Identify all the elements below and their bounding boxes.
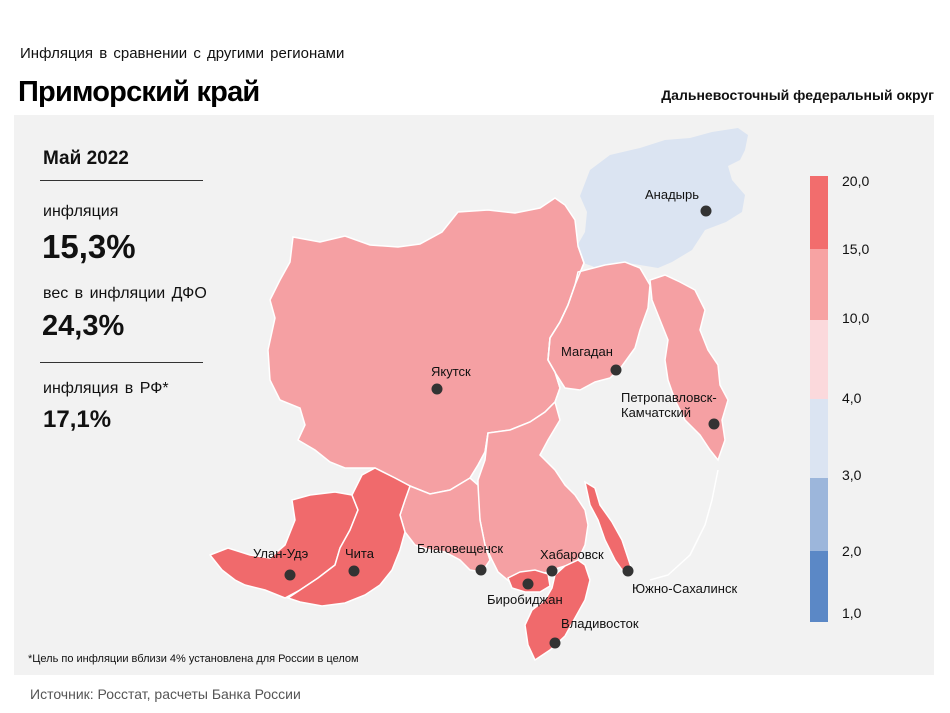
city-label-petropavlovsk-1: Петропавловск- <box>621 390 717 405</box>
legend-band-3-4 <box>810 399 828 478</box>
legend-tick-label: 4,0 <box>842 390 862 406</box>
city-label-ulan-ude: Улан-Удэ <box>253 546 309 561</box>
legend-band-15-20 <box>810 176 828 249</box>
city-label-petropavlovsk-2: Камчатский <box>621 405 691 420</box>
city-dot-yakutsk <box>431 383 443 395</box>
legend-band-10-15 <box>810 249 828 320</box>
legend-tick-label: 3,0 <box>842 467 862 483</box>
legend-tick-label: 15,0 <box>842 241 870 257</box>
city-dot-yuzhno <box>622 565 634 577</box>
city-label-yuzhno: Южно-Сахалинск <box>632 581 737 596</box>
legend-tick-label: 20,0 <box>842 173 870 189</box>
inflation-label: инфляция <box>43 203 119 220</box>
city-dot-chita <box>348 565 360 577</box>
city-dot-birobidzhan <box>522 578 534 590</box>
legend-tick-label: 10,0 <box>842 310 870 326</box>
region-chukotka <box>577 128 748 272</box>
footnote: *Цель по инфляции вблизи 4% установлена … <box>28 653 359 665</box>
region-title: Приморский край <box>18 76 260 108</box>
region-amur <box>399 477 491 573</box>
city-label-khabarovsk: Хабаровск <box>540 547 604 562</box>
region-zabaykalsky <box>286 467 411 607</box>
city-label-vladivostok: Владивосток <box>561 616 639 631</box>
city-dot-blagoveshchensk <box>475 564 487 576</box>
weight-value: 24,3% <box>42 310 125 342</box>
city-dot-petropavlovsk <box>708 418 720 430</box>
city-label-blagoveshchensk: Благовещенск <box>417 541 503 556</box>
chart-supertitle: Инфляция в сравнении с другими регионами <box>20 45 345 62</box>
city-dot-magadan <box>610 364 622 376</box>
city-dot-ulan-ude <box>284 569 296 581</box>
region-kamchatka <box>649 274 729 462</box>
district-label: Дальневосточный федеральный округ <box>661 87 934 103</box>
source-note: Источник: Росстат, расчеты Банка России <box>30 686 301 702</box>
rf-inflation-value: 17,1% <box>43 406 112 433</box>
city-label-birobidzhan: Биробиджан <box>487 592 563 607</box>
city-dot-khabarovsk <box>546 565 558 577</box>
legend-tick-label: 2,0 <box>842 543 862 559</box>
legend-band-1-2 <box>810 551 828 622</box>
legend-tick-label: 1,0 <box>842 605 862 621</box>
inflation-value: 15,3% <box>42 228 136 265</box>
kuril-islands <box>649 469 719 581</box>
city-label-chita: Чита <box>345 546 375 561</box>
region-primorsky <box>524 559 591 662</box>
period-label: Май 2022 <box>43 148 129 169</box>
rf-inflation-label: инфляция в РФ* <box>43 380 169 397</box>
legend-band-4-10 <box>810 320 828 399</box>
divider <box>40 362 203 363</box>
city-label-magadan: Магадан <box>561 344 613 359</box>
city-dot-anadyr <box>700 205 712 217</box>
legend-band-2-3 <box>810 478 828 551</box>
city-label-yakutsk: Якутск <box>431 364 471 379</box>
city-dot-vladivostok <box>549 637 561 649</box>
city-label-anadyr: Анадырь <box>645 187 699 202</box>
divider <box>40 180 203 181</box>
weight-label: вес в инфляции ДФО <box>43 285 207 302</box>
